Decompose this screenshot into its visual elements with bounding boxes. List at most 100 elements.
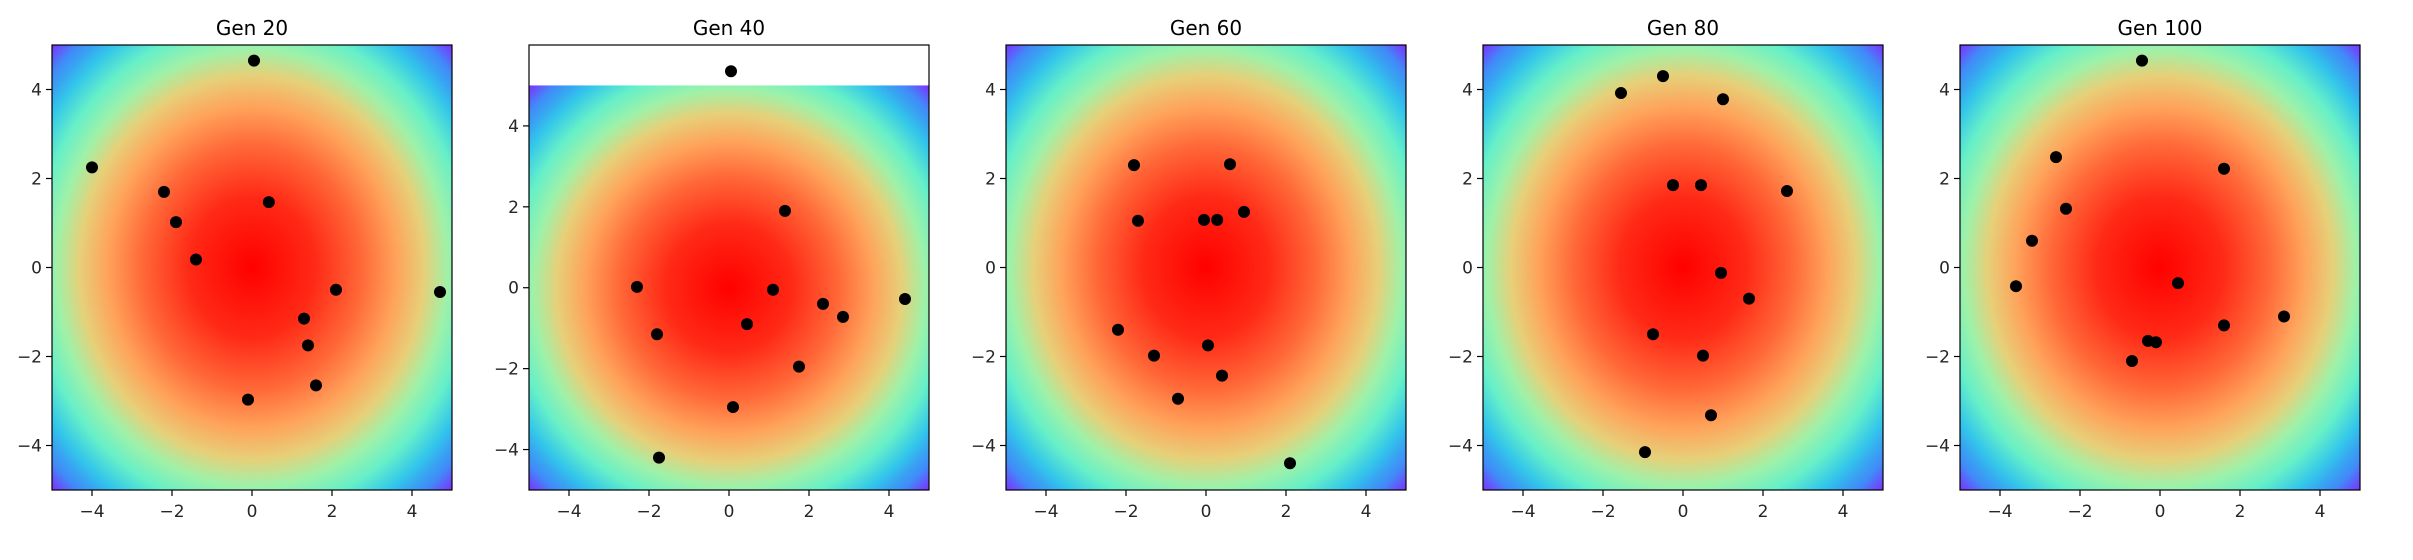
data-point — [2218, 319, 2230, 332]
panel-2: −4 −4 −2 −2 0 0 2 2 4 4 Gen 40 — [494, 16, 930, 522]
data-point — [248, 54, 260, 67]
data-point — [2026, 234, 2038, 247]
y-tick-label: 2 — [1939, 170, 1950, 190]
y-tick-label: 0 — [1939, 259, 1950, 279]
x-tick-label: 2 — [804, 502, 815, 522]
data-point — [1202, 339, 1214, 352]
x-tick-label: 4 — [1361, 502, 1372, 522]
data-point — [727, 401, 739, 414]
y-tick-label: −4 — [971, 437, 996, 457]
y-tick-label: 2 — [1462, 170, 1473, 190]
y-tick-label: −4 — [494, 441, 519, 461]
y-tick-label: −4 — [17, 437, 42, 457]
data-point — [817, 297, 829, 310]
data-point — [1743, 292, 1755, 305]
x-tick-label: −2 — [636, 502, 661, 522]
y-tick-label: 0 — [985, 259, 996, 279]
panel-title: Gen 80 — [1647, 16, 1719, 40]
data-point — [653, 451, 665, 464]
y-tick-label: −2 — [494, 360, 519, 380]
y-tick-label: 4 — [985, 81, 996, 101]
panel-title: Gen 20 — [216, 16, 288, 40]
data-point — [1647, 328, 1659, 341]
y-tick-label: −2 — [1448, 348, 1473, 368]
y-tick-label: 4 — [508, 117, 519, 137]
data-point — [1715, 266, 1727, 279]
data-point — [2172, 277, 2184, 290]
x-tick-label: 0 — [1201, 502, 1212, 522]
data-point — [1172, 392, 1184, 405]
x-tick-label: −4 — [1510, 502, 1535, 522]
x-tick-label: 2 — [1758, 502, 1769, 522]
data-point — [1697, 349, 1709, 362]
y-tick-label: 0 — [1462, 259, 1473, 279]
y-tick-label: 0 — [31, 259, 42, 279]
x-tick-label: 2 — [2235, 502, 2246, 522]
y-tick-label: 2 — [31, 170, 42, 190]
x-tick-label: 2 — [1281, 502, 1292, 522]
contour-lines — [1483, 45, 1883, 490]
x-tick-label: 4 — [407, 502, 418, 522]
data-point — [1216, 369, 1228, 382]
y-tick-label: 4 — [31, 81, 42, 101]
x-tick-label: −4 — [556, 502, 581, 522]
y-tick-label: 0 — [508, 279, 519, 299]
data-point — [2218, 162, 2230, 175]
y-tick-label: −2 — [971, 348, 996, 368]
data-point — [158, 185, 170, 198]
y-tick-label: 2 — [985, 170, 996, 190]
contour-lines — [52, 45, 452, 490]
data-point — [779, 204, 791, 217]
x-tick-label: 4 — [2315, 502, 2326, 522]
data-point — [1615, 87, 1627, 100]
x-tick-label: 2 — [327, 502, 338, 522]
data-point — [1705, 409, 1717, 422]
x-tick-label: 0 — [247, 502, 258, 522]
data-point — [1781, 184, 1793, 197]
contour-lines — [529, 85, 929, 491]
panel-5: −4 −4 −2 −2 0 0 2 2 4 4 Gen 100 — [1925, 16, 2361, 522]
contour-lines — [1960, 45, 2360, 490]
x-tick-label: −2 — [1590, 502, 1615, 522]
panel-3: −4 −4 −2 −2 0 0 2 2 4 4 Gen 60 — [971, 16, 1407, 522]
data-point — [2010, 280, 2022, 293]
panel-1: −4 −4 −2 −2 0 0 2 2 4 4 Gen 20 — [17, 16, 453, 522]
data-point — [899, 293, 911, 306]
y-tick-label: −4 — [1448, 437, 1473, 457]
data-point — [2050, 151, 2062, 164]
data-point — [1128, 159, 1140, 172]
data-point — [1211, 213, 1224, 226]
data-point — [1695, 179, 1707, 192]
data-point — [1198, 213, 1210, 226]
x-tick-label: 0 — [1678, 502, 1689, 522]
y-tick-label: −2 — [1925, 348, 1950, 368]
data-point — [1132, 214, 1144, 227]
data-point — [1112, 323, 1124, 336]
data-point — [2150, 336, 2162, 349]
data-point — [310, 379, 322, 392]
data-point — [330, 283, 342, 296]
data-point — [302, 339, 314, 352]
x-tick-label: −4 — [79, 502, 104, 522]
data-point — [190, 253, 202, 266]
panel-title: Gen 60 — [1170, 16, 1242, 40]
data-point — [1148, 349, 1160, 362]
y-tick-label: 2 — [508, 198, 519, 218]
x-tick-label: 4 — [1838, 502, 1849, 522]
data-point — [2278, 310, 2290, 323]
y-tick-label: −2 — [17, 348, 42, 368]
data-point — [651, 328, 663, 341]
data-point — [242, 393, 254, 406]
data-point — [837, 310, 849, 323]
contour-lines — [1006, 45, 1406, 490]
data-point — [725, 65, 737, 78]
data-point — [1657, 70, 1669, 83]
data-point — [767, 283, 779, 296]
data-point — [86, 161, 98, 174]
x-tick-label: 0 — [724, 502, 735, 522]
data-point — [1238, 205, 1250, 218]
panel-title: Gen 100 — [2117, 16, 2202, 40]
data-point — [2126, 354, 2138, 367]
data-point — [1717, 93, 1729, 106]
